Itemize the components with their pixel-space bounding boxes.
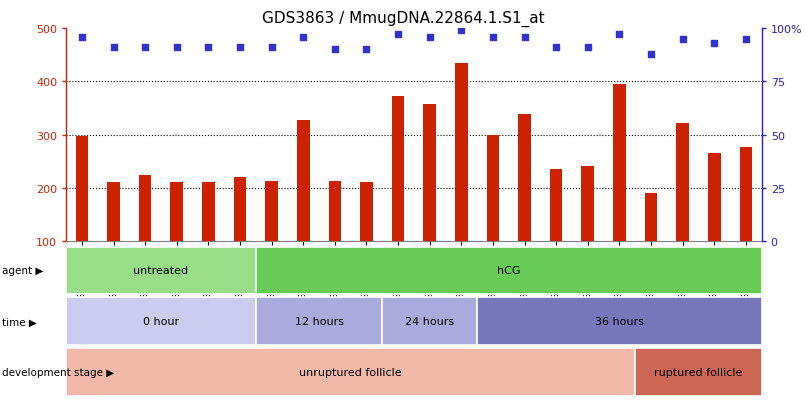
Bar bbox=[645, 193, 658, 295]
Bar bbox=[139, 175, 152, 295]
Point bbox=[581, 45, 594, 51]
Point bbox=[297, 34, 310, 41]
Bar bbox=[708, 153, 721, 295]
Text: 36 hours: 36 hours bbox=[595, 316, 644, 327]
Text: agent ▶: agent ▶ bbox=[2, 266, 43, 276]
Bar bbox=[550, 170, 563, 295]
Point bbox=[613, 32, 625, 38]
Bar bbox=[392, 97, 405, 295]
Point bbox=[107, 45, 120, 51]
Point bbox=[645, 51, 658, 58]
Bar bbox=[487, 135, 499, 295]
Text: development stage ▶: development stage ▶ bbox=[2, 367, 114, 377]
Point bbox=[518, 34, 531, 41]
Bar bbox=[455, 64, 467, 295]
Bar bbox=[234, 178, 247, 295]
Text: 0 hour: 0 hour bbox=[143, 316, 179, 327]
Bar bbox=[107, 183, 120, 295]
Point bbox=[202, 45, 215, 51]
Point bbox=[423, 34, 436, 41]
Bar bbox=[170, 183, 183, 295]
Bar bbox=[202, 183, 214, 295]
Point bbox=[234, 45, 247, 51]
Text: 24 hours: 24 hours bbox=[405, 316, 455, 327]
Bar bbox=[518, 115, 531, 295]
Point bbox=[487, 34, 500, 41]
Point bbox=[392, 32, 405, 38]
Point bbox=[265, 45, 278, 51]
Bar bbox=[581, 166, 594, 295]
Point bbox=[139, 45, 152, 51]
Bar bbox=[76, 136, 88, 295]
Bar bbox=[423, 104, 436, 295]
Bar bbox=[613, 85, 625, 295]
Text: 12 hours: 12 hours bbox=[294, 316, 343, 327]
Bar bbox=[265, 182, 278, 295]
Text: unruptured follicle: unruptured follicle bbox=[299, 367, 402, 377]
Point bbox=[739, 36, 752, 43]
Bar bbox=[297, 121, 310, 295]
Text: time ▶: time ▶ bbox=[2, 316, 36, 327]
Point bbox=[328, 47, 341, 53]
Bar bbox=[329, 182, 341, 295]
Point bbox=[676, 36, 689, 43]
Text: untreated: untreated bbox=[133, 266, 189, 276]
Bar bbox=[360, 183, 373, 295]
Point bbox=[76, 34, 89, 41]
Text: hCG: hCG bbox=[497, 266, 521, 276]
Point bbox=[170, 45, 183, 51]
Point bbox=[360, 47, 373, 53]
Point bbox=[550, 45, 563, 51]
Point bbox=[455, 28, 467, 34]
Bar bbox=[676, 124, 689, 295]
Bar bbox=[740, 148, 752, 295]
Text: ruptured follicle: ruptured follicle bbox=[654, 367, 742, 377]
Point bbox=[708, 40, 721, 47]
Text: GDS3863 / MmugDNA.22864.1.S1_at: GDS3863 / MmugDNA.22864.1.S1_at bbox=[262, 10, 544, 26]
